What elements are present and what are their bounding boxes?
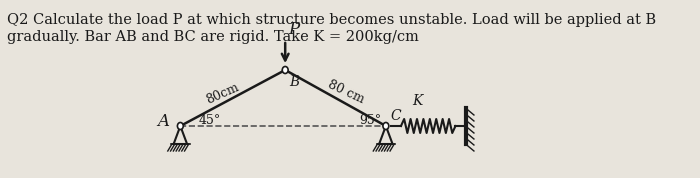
Text: P: P <box>288 21 300 38</box>
Text: K: K <box>412 94 422 108</box>
Text: Q2 Calculate the load P at which structure becomes unstable. Load will be applie: Q2 Calculate the load P at which structu… <box>7 13 656 27</box>
Text: A: A <box>157 114 169 130</box>
Text: 95°: 95° <box>359 114 381 127</box>
Circle shape <box>177 122 183 130</box>
Circle shape <box>282 67 288 74</box>
Text: 80cm: 80cm <box>204 81 241 107</box>
Text: B: B <box>289 75 300 89</box>
Text: 80 cm: 80 cm <box>326 78 366 106</box>
Text: C: C <box>390 109 400 123</box>
Text: 45°: 45° <box>199 114 221 127</box>
Circle shape <box>383 122 389 130</box>
Text: gradually. Bar AB and BC are rigid. Take K = 200kg/cm: gradually. Bar AB and BC are rigid. Take… <box>7 30 419 44</box>
